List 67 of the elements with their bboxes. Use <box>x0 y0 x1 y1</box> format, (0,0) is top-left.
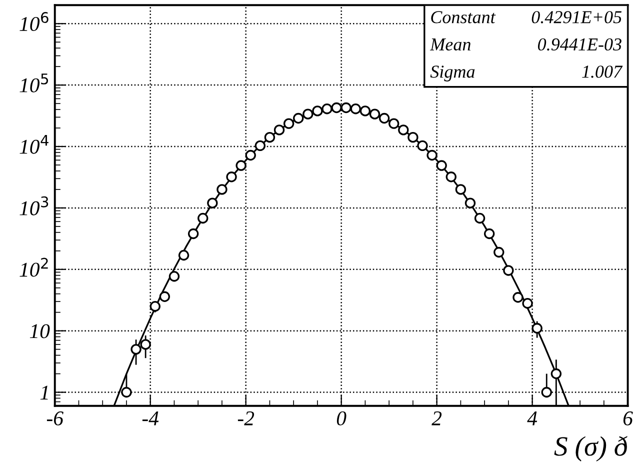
point <box>408 132 418 143</box>
point <box>178 250 190 261</box>
point <box>331 102 342 114</box>
annotation: 0.4291E+05 <box>532 11 622 24</box>
point <box>198 212 208 224</box>
x-tick-label: -6 <box>46 411 64 426</box>
y-tick-label: 10$^{5}$ <box>20 74 48 92</box>
point <box>188 228 199 240</box>
annotation: 1.007 <box>582 66 623 78</box>
point <box>264 132 276 143</box>
point <box>159 291 170 302</box>
point <box>283 118 294 129</box>
point <box>503 265 514 276</box>
y-tick-label: 10$^{3}$ <box>20 196 48 216</box>
point <box>302 108 314 120</box>
point <box>398 124 409 136</box>
point <box>455 184 466 195</box>
y-tick-label: 1 <box>40 386 48 400</box>
point <box>226 172 237 182</box>
point <box>360 106 371 116</box>
point <box>274 124 285 136</box>
point <box>522 298 533 309</box>
point <box>512 292 524 303</box>
point <box>426 150 438 161</box>
point <box>378 112 390 124</box>
x-tick-label: 0 <box>336 411 346 426</box>
point <box>236 160 246 171</box>
point <box>446 172 456 182</box>
point <box>245 150 256 161</box>
annotation: Constant <box>431 11 496 24</box>
point <box>340 102 352 114</box>
point <box>312 106 323 116</box>
point <box>369 108 380 120</box>
point <box>168 271 180 282</box>
annotation: Mean <box>430 38 470 51</box>
annotation: Sigma <box>430 66 475 82</box>
point <box>388 118 400 129</box>
point <box>417 140 428 152</box>
x-tick-label: 4 <box>527 411 538 426</box>
x-axis-title: S (σ) ð <box>554 436 628 462</box>
point <box>140 339 151 350</box>
point <box>216 184 228 195</box>
annotation: 0.9441E-03 <box>538 38 622 51</box>
point <box>474 212 486 224</box>
point <box>293 112 304 124</box>
point <box>436 160 447 171</box>
x-tick-label: -2 <box>238 411 254 426</box>
point <box>494 246 504 258</box>
point <box>484 228 495 240</box>
y-tick-label: 10$^{2}$ <box>20 258 48 277</box>
point <box>254 140 266 152</box>
point <box>121 386 132 398</box>
point <box>207 198 218 208</box>
point <box>541 386 552 398</box>
point <box>532 322 542 334</box>
point <box>550 368 562 380</box>
x-tick-label: 6 <box>623 411 633 426</box>
x-tick-label: -4 <box>142 411 159 426</box>
point <box>150 301 160 312</box>
point <box>464 198 476 208</box>
point <box>130 344 142 355</box>
point <box>350 104 361 114</box>
point <box>322 104 332 114</box>
y-tick-label: 10 <box>30 324 50 338</box>
y-tick-label: 10$^{4}$ <box>20 135 48 154</box>
x-tick-label: 2 <box>432 411 442 426</box>
y-tick-label: 10$^{6}$ <box>20 12 48 32</box>
